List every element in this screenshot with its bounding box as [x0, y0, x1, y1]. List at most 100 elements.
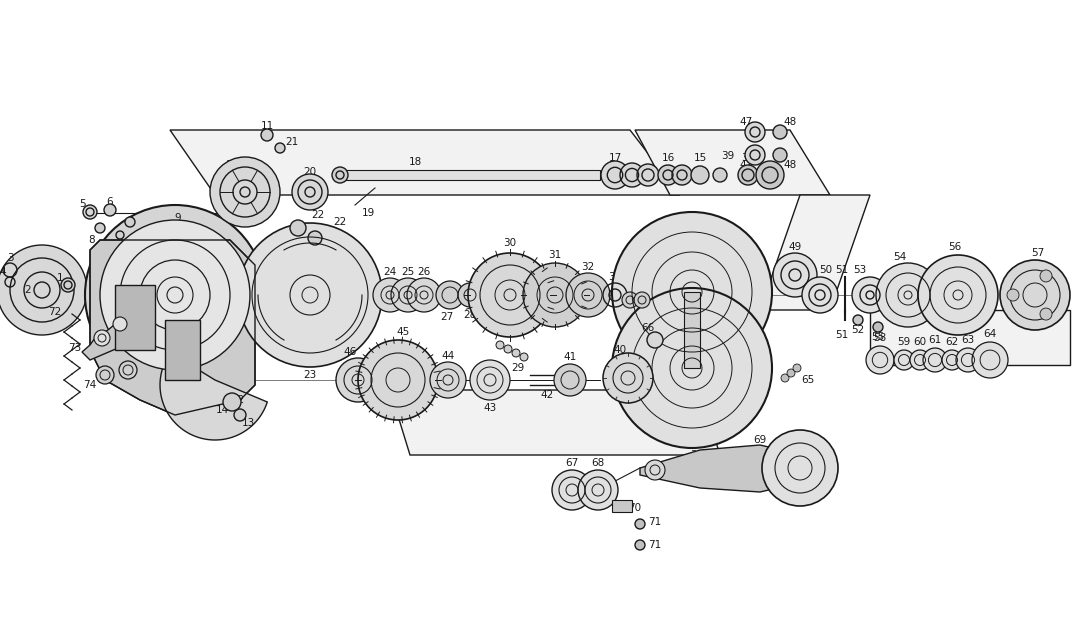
Text: 48: 48 — [784, 117, 796, 127]
Circle shape — [923, 348, 947, 372]
Text: 21: 21 — [285, 137, 299, 147]
Text: 41: 41 — [564, 352, 577, 362]
Text: 32: 32 — [581, 262, 595, 272]
Circle shape — [104, 204, 116, 216]
Text: 19: 19 — [361, 208, 374, 218]
Text: 14: 14 — [215, 405, 228, 415]
Polygon shape — [870, 310, 1070, 365]
Circle shape — [787, 369, 795, 377]
Text: 71: 71 — [649, 517, 661, 527]
Circle shape — [972, 342, 1008, 378]
Circle shape — [637, 164, 659, 186]
Text: 64: 64 — [983, 329, 997, 339]
Circle shape — [793, 364, 801, 372]
Text: 9: 9 — [175, 213, 181, 223]
Text: 6: 6 — [107, 197, 114, 207]
Bar — [612, 500, 632, 512]
Text: 1: 1 — [57, 273, 63, 283]
Circle shape — [1007, 289, 1019, 301]
Circle shape — [852, 277, 888, 313]
Circle shape — [612, 212, 772, 372]
Text: 23: 23 — [303, 370, 316, 380]
Circle shape — [552, 470, 592, 510]
Circle shape — [873, 322, 883, 332]
Circle shape — [94, 330, 110, 346]
Circle shape — [520, 353, 528, 361]
Polygon shape — [160, 353, 267, 440]
Circle shape — [634, 292, 650, 308]
Text: 18: 18 — [408, 157, 421, 167]
Text: 47: 47 — [740, 117, 753, 127]
Polygon shape — [90, 240, 255, 415]
Circle shape — [238, 223, 382, 367]
Circle shape — [260, 129, 273, 141]
Polygon shape — [390, 390, 720, 455]
Text: 11: 11 — [260, 121, 273, 131]
Circle shape — [691, 166, 709, 184]
Circle shape — [622, 292, 638, 308]
Text: 51: 51 — [835, 330, 849, 340]
Circle shape — [773, 253, 817, 297]
Bar — [340, 170, 600, 180]
Circle shape — [391, 278, 425, 312]
Text: 43: 43 — [483, 403, 496, 413]
Text: 63: 63 — [962, 335, 974, 345]
Text: 70: 70 — [628, 503, 641, 513]
Circle shape — [853, 315, 863, 325]
Text: 56: 56 — [949, 242, 962, 252]
Text: 33: 33 — [609, 272, 622, 282]
Text: 31: 31 — [549, 250, 562, 260]
Circle shape — [876, 263, 940, 327]
Circle shape — [756, 161, 784, 189]
Circle shape — [85, 205, 265, 385]
Text: 34: 34 — [624, 280, 637, 290]
Text: 45: 45 — [397, 327, 410, 337]
Circle shape — [95, 223, 105, 233]
Text: 27: 27 — [441, 312, 453, 322]
Circle shape — [373, 278, 407, 312]
Text: 22: 22 — [311, 210, 325, 220]
Text: 71: 71 — [649, 540, 661, 550]
Circle shape — [956, 348, 980, 372]
Circle shape — [1040, 308, 1052, 320]
Text: 54: 54 — [893, 252, 907, 262]
Circle shape — [496, 341, 504, 349]
Text: 8: 8 — [115, 242, 121, 252]
Text: 50: 50 — [819, 265, 833, 275]
Circle shape — [308, 231, 322, 245]
Text: 12: 12 — [232, 395, 244, 405]
Text: 72: 72 — [48, 307, 61, 317]
Circle shape — [504, 345, 512, 353]
Circle shape — [119, 361, 137, 379]
Circle shape — [578, 470, 617, 510]
Text: 7: 7 — [135, 227, 142, 237]
Circle shape — [942, 350, 962, 370]
Circle shape — [647, 332, 662, 348]
Circle shape — [635, 540, 645, 550]
Text: 74: 74 — [84, 380, 96, 390]
Text: 38: 38 — [742, 153, 755, 163]
Text: 30: 30 — [504, 238, 517, 248]
Text: 58: 58 — [874, 333, 887, 343]
Text: 48: 48 — [784, 160, 796, 170]
Polygon shape — [640, 445, 800, 492]
Text: 66: 66 — [641, 323, 655, 333]
Polygon shape — [760, 195, 870, 310]
Text: 8: 8 — [89, 235, 95, 245]
Circle shape — [210, 157, 280, 227]
Circle shape — [620, 163, 644, 187]
Circle shape — [645, 460, 665, 480]
Text: 24: 24 — [384, 267, 397, 277]
Text: 10: 10 — [225, 160, 239, 170]
Circle shape — [470, 360, 510, 400]
Text: 15: 15 — [694, 153, 706, 163]
Circle shape — [745, 145, 765, 165]
Text: 5: 5 — [78, 199, 86, 209]
Text: 52: 52 — [851, 325, 865, 335]
Circle shape — [234, 409, 245, 421]
Circle shape — [773, 148, 787, 162]
Circle shape — [781, 374, 789, 382]
Polygon shape — [81, 318, 138, 360]
Text: 47: 47 — [740, 160, 753, 170]
Circle shape — [523, 263, 587, 327]
